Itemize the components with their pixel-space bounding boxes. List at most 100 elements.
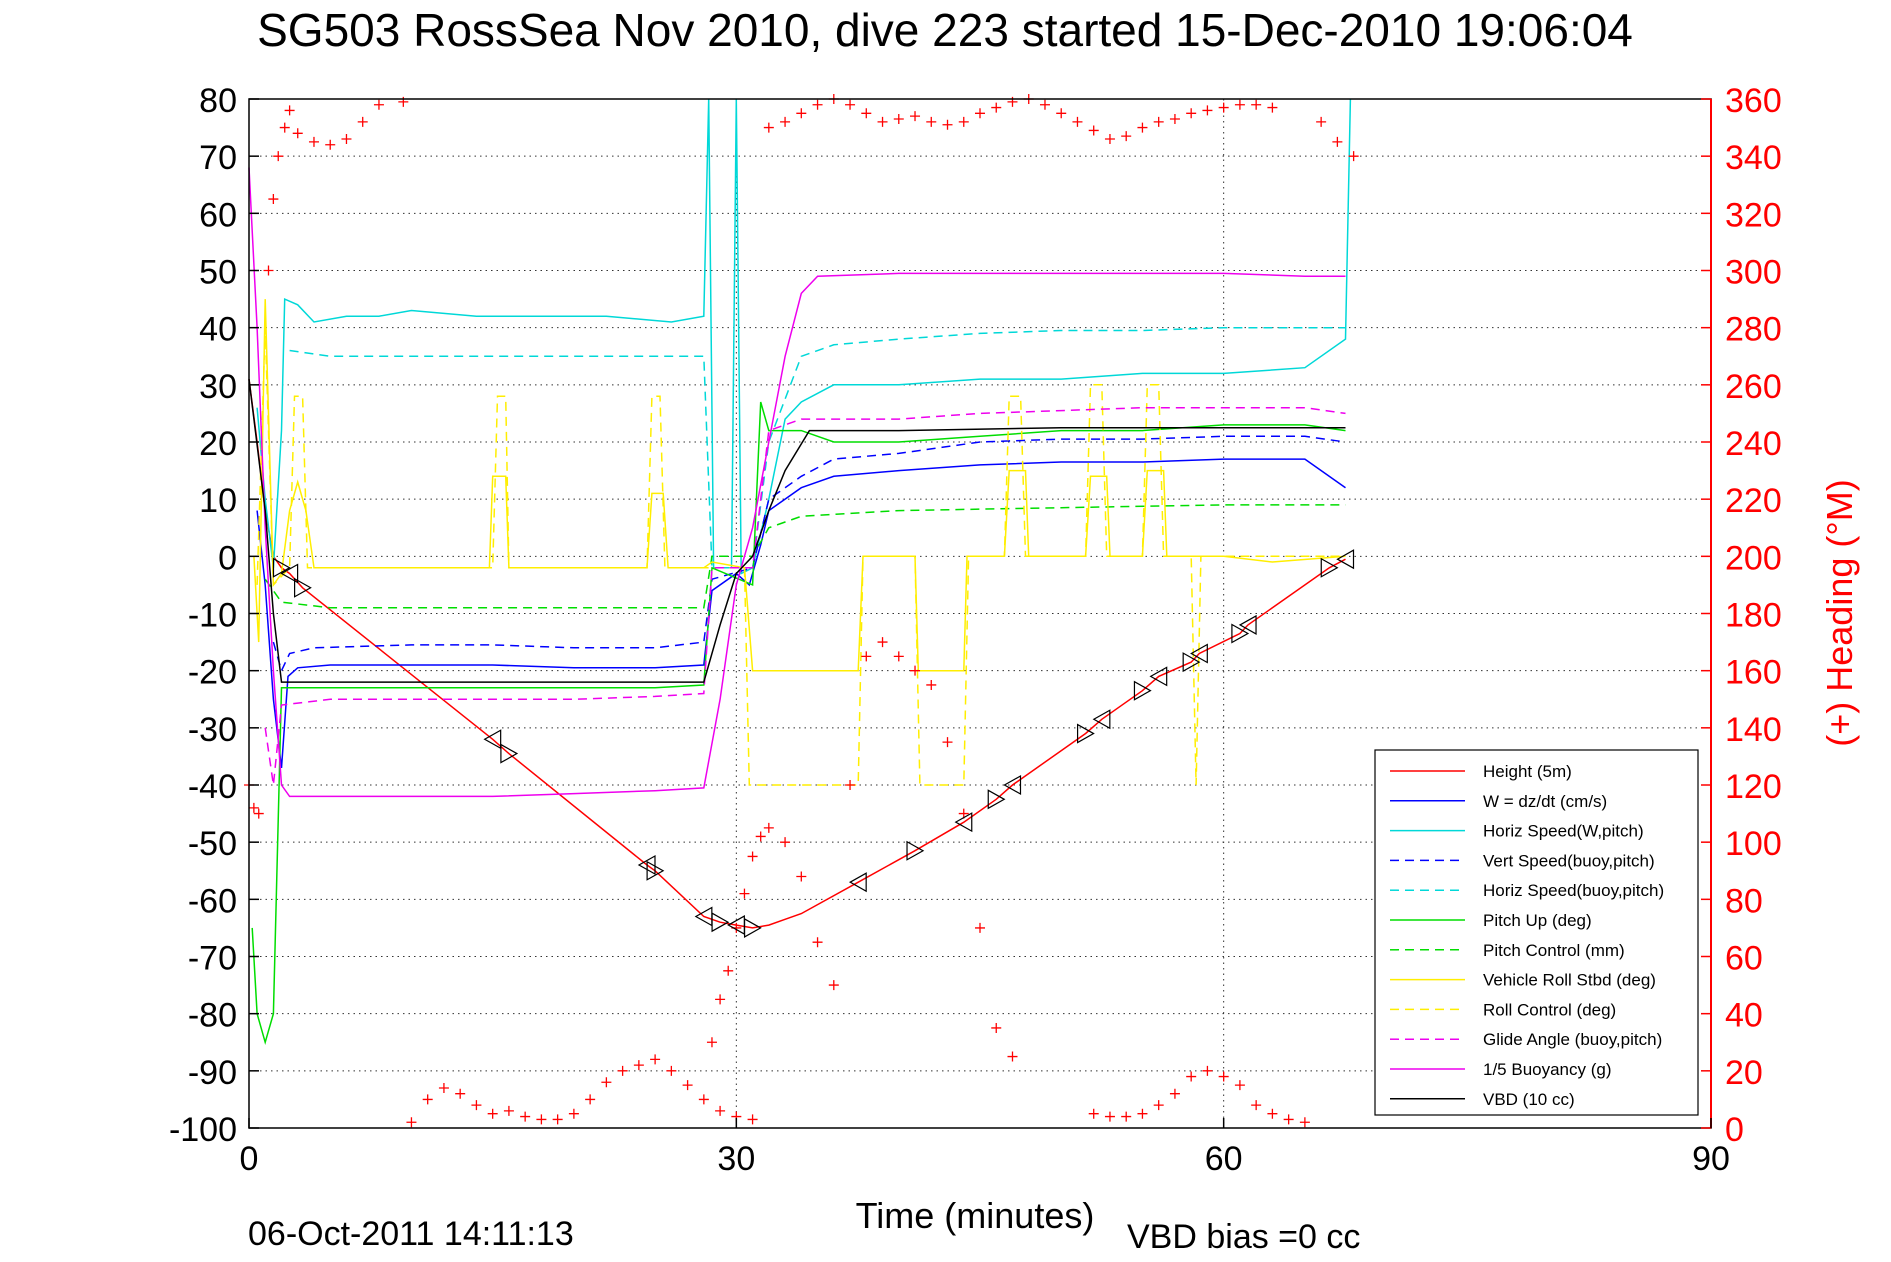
y-tick-label: -80: [188, 997, 237, 1035]
heading-marker: [942, 119, 953, 130]
triangle-marker: [848, 872, 867, 893]
heading-marker: [471, 1100, 482, 1111]
heading-marker: [1137, 122, 1148, 133]
heading-marker: [268, 194, 279, 205]
heading-marker: [877, 637, 888, 648]
y-right-tick-label: 220: [1725, 482, 1782, 520]
heading-marker: [845, 780, 856, 790]
heading-marker: [1218, 102, 1229, 113]
heading-marker: [861, 108, 872, 119]
heading-marker: [1072, 116, 1083, 127]
triangle-marker: [906, 840, 925, 861]
heading-marker: [1234, 99, 1245, 110]
heading-marker: [1056, 108, 1067, 119]
y-right-tick-label: 300: [1725, 254, 1782, 292]
y-tick-label: -100: [169, 1111, 237, 1149]
heading-marker: [536, 1114, 547, 1125]
legend-label-7: Vehicle Roll Stbd (deg): [1483, 971, 1656, 990]
y-right-tick-label: 140: [1725, 711, 1782, 749]
triangle-marker: [1149, 666, 1168, 687]
y-right-tick-label: 100: [1725, 825, 1782, 863]
x-axis-ticks: 0 30 60 90: [240, 1118, 1730, 1178]
heading-marker: [715, 994, 726, 1005]
heading-marker: [503, 1105, 514, 1116]
heading-marker: [248, 802, 259, 813]
left-axis-ticks: 80 70 60 50 40 30 20 10 0 -10 -20 -30 -40 -50 -60 -70 -8…: [169, 82, 259, 1149]
legend-box: [1374, 749, 1699, 1116]
heading-marker: [747, 851, 758, 862]
y-right-tick-label: 20: [1725, 1054, 1763, 1092]
triangle-marker: [954, 812, 973, 833]
triangle-marker: [743, 917, 762, 938]
y-tick-label: 80: [199, 82, 237, 120]
y-tick-label: -20: [188, 654, 237, 692]
x-axis-label: Time (minutes): [856, 1195, 1095, 1236]
series-line-0: [248, 379, 1346, 929]
heading-marker: [406, 1117, 417, 1128]
heading-marker: [861, 651, 872, 662]
heading-marker: [1234, 1080, 1245, 1091]
y-right-tick-label: 240: [1725, 425, 1782, 463]
triangle-marker: [1182, 652, 1201, 673]
heading-marker: [958, 808, 969, 819]
heading-marker: [739, 888, 750, 899]
footer-vbd-bias: VBD bias =0 cc: [1127, 1218, 1360, 1256]
heading-marker: [568, 1108, 579, 1119]
heading-marker: [1104, 1111, 1115, 1122]
y-right-tick-label: 200: [1725, 539, 1782, 577]
series-line-4: [289, 326, 1346, 569]
y-right-tick-label: 180: [1725, 597, 1782, 635]
heading-marker: [1267, 1108, 1278, 1119]
heading-marker: [1169, 1088, 1180, 1099]
heading-marker: [958, 116, 969, 127]
heading-marker: [1039, 99, 1050, 110]
y-right-tick-label: 340: [1725, 139, 1782, 177]
heading-marker: [828, 980, 839, 991]
heading-marker: [357, 116, 368, 127]
heading-marker: [552, 1114, 563, 1125]
y-right-tick-label: 40: [1725, 997, 1763, 1035]
heading-marker: [763, 122, 774, 133]
heading-marker: [747, 1114, 758, 1125]
y-right-tick-label: 280: [1725, 311, 1782, 349]
heading-marker: [633, 1060, 644, 1071]
x-tick-label: 90: [1692, 1140, 1730, 1178]
heading-marker: [706, 1037, 717, 1048]
heading-marker: [926, 116, 937, 127]
heading-marker: [1104, 134, 1115, 145]
series-line-2: [256, 98, 1352, 575]
heading-marker: [1316, 116, 1327, 127]
heading-marker: [1348, 151, 1359, 162]
heading-marker: [666, 1065, 677, 1076]
y-right-tick-label: 360: [1725, 82, 1782, 120]
legend-label-9: Glide Angle (buoy,pitch): [1483, 1030, 1662, 1049]
heading-marker: [780, 116, 791, 127]
chart-title: SG503 RossSea Nov 2010, dive 223 started…: [257, 4, 1633, 56]
y-right-tick-label: 0: [1725, 1111, 1744, 1149]
heading-marker: [1169, 114, 1180, 125]
heading-marker: [975, 922, 985, 933]
triangle-marker: [500, 743, 519, 764]
right-axis-ticks: 3603403203002802602402202001801601401201…: [1701, 82, 1782, 1149]
heading-marker: [1283, 1114, 1294, 1125]
heading-marker: [1299, 1117, 1310, 1128]
heading-marker: [520, 1111, 531, 1122]
heading-marker: [487, 1108, 498, 1119]
heading-marker: [796, 108, 807, 119]
y-right-tick-label: 60: [1725, 940, 1763, 978]
heading-marker: [617, 1065, 628, 1076]
legend: Height (5m) W = dz/dt (cm/s) Horiz Speed(W…: [1374, 749, 1699, 1116]
heading-marker: [780, 837, 791, 848]
heading-marker: [438, 1082, 449, 1093]
triangle-marker: [1238, 614, 1257, 635]
y-right-tick-label: 160: [1725, 654, 1782, 692]
series-line-9: [264, 406, 1346, 786]
grid-lines: [249, 99, 1711, 1128]
y-tick-label: -30: [188, 711, 237, 749]
heading-marker: [1121, 1111, 1132, 1122]
y-right-tick-label: 260: [1725, 368, 1782, 406]
heading-markers: [244, 94, 1359, 1128]
triangle-marker: [1003, 774, 1022, 796]
heading-marker: [796, 871, 807, 882]
